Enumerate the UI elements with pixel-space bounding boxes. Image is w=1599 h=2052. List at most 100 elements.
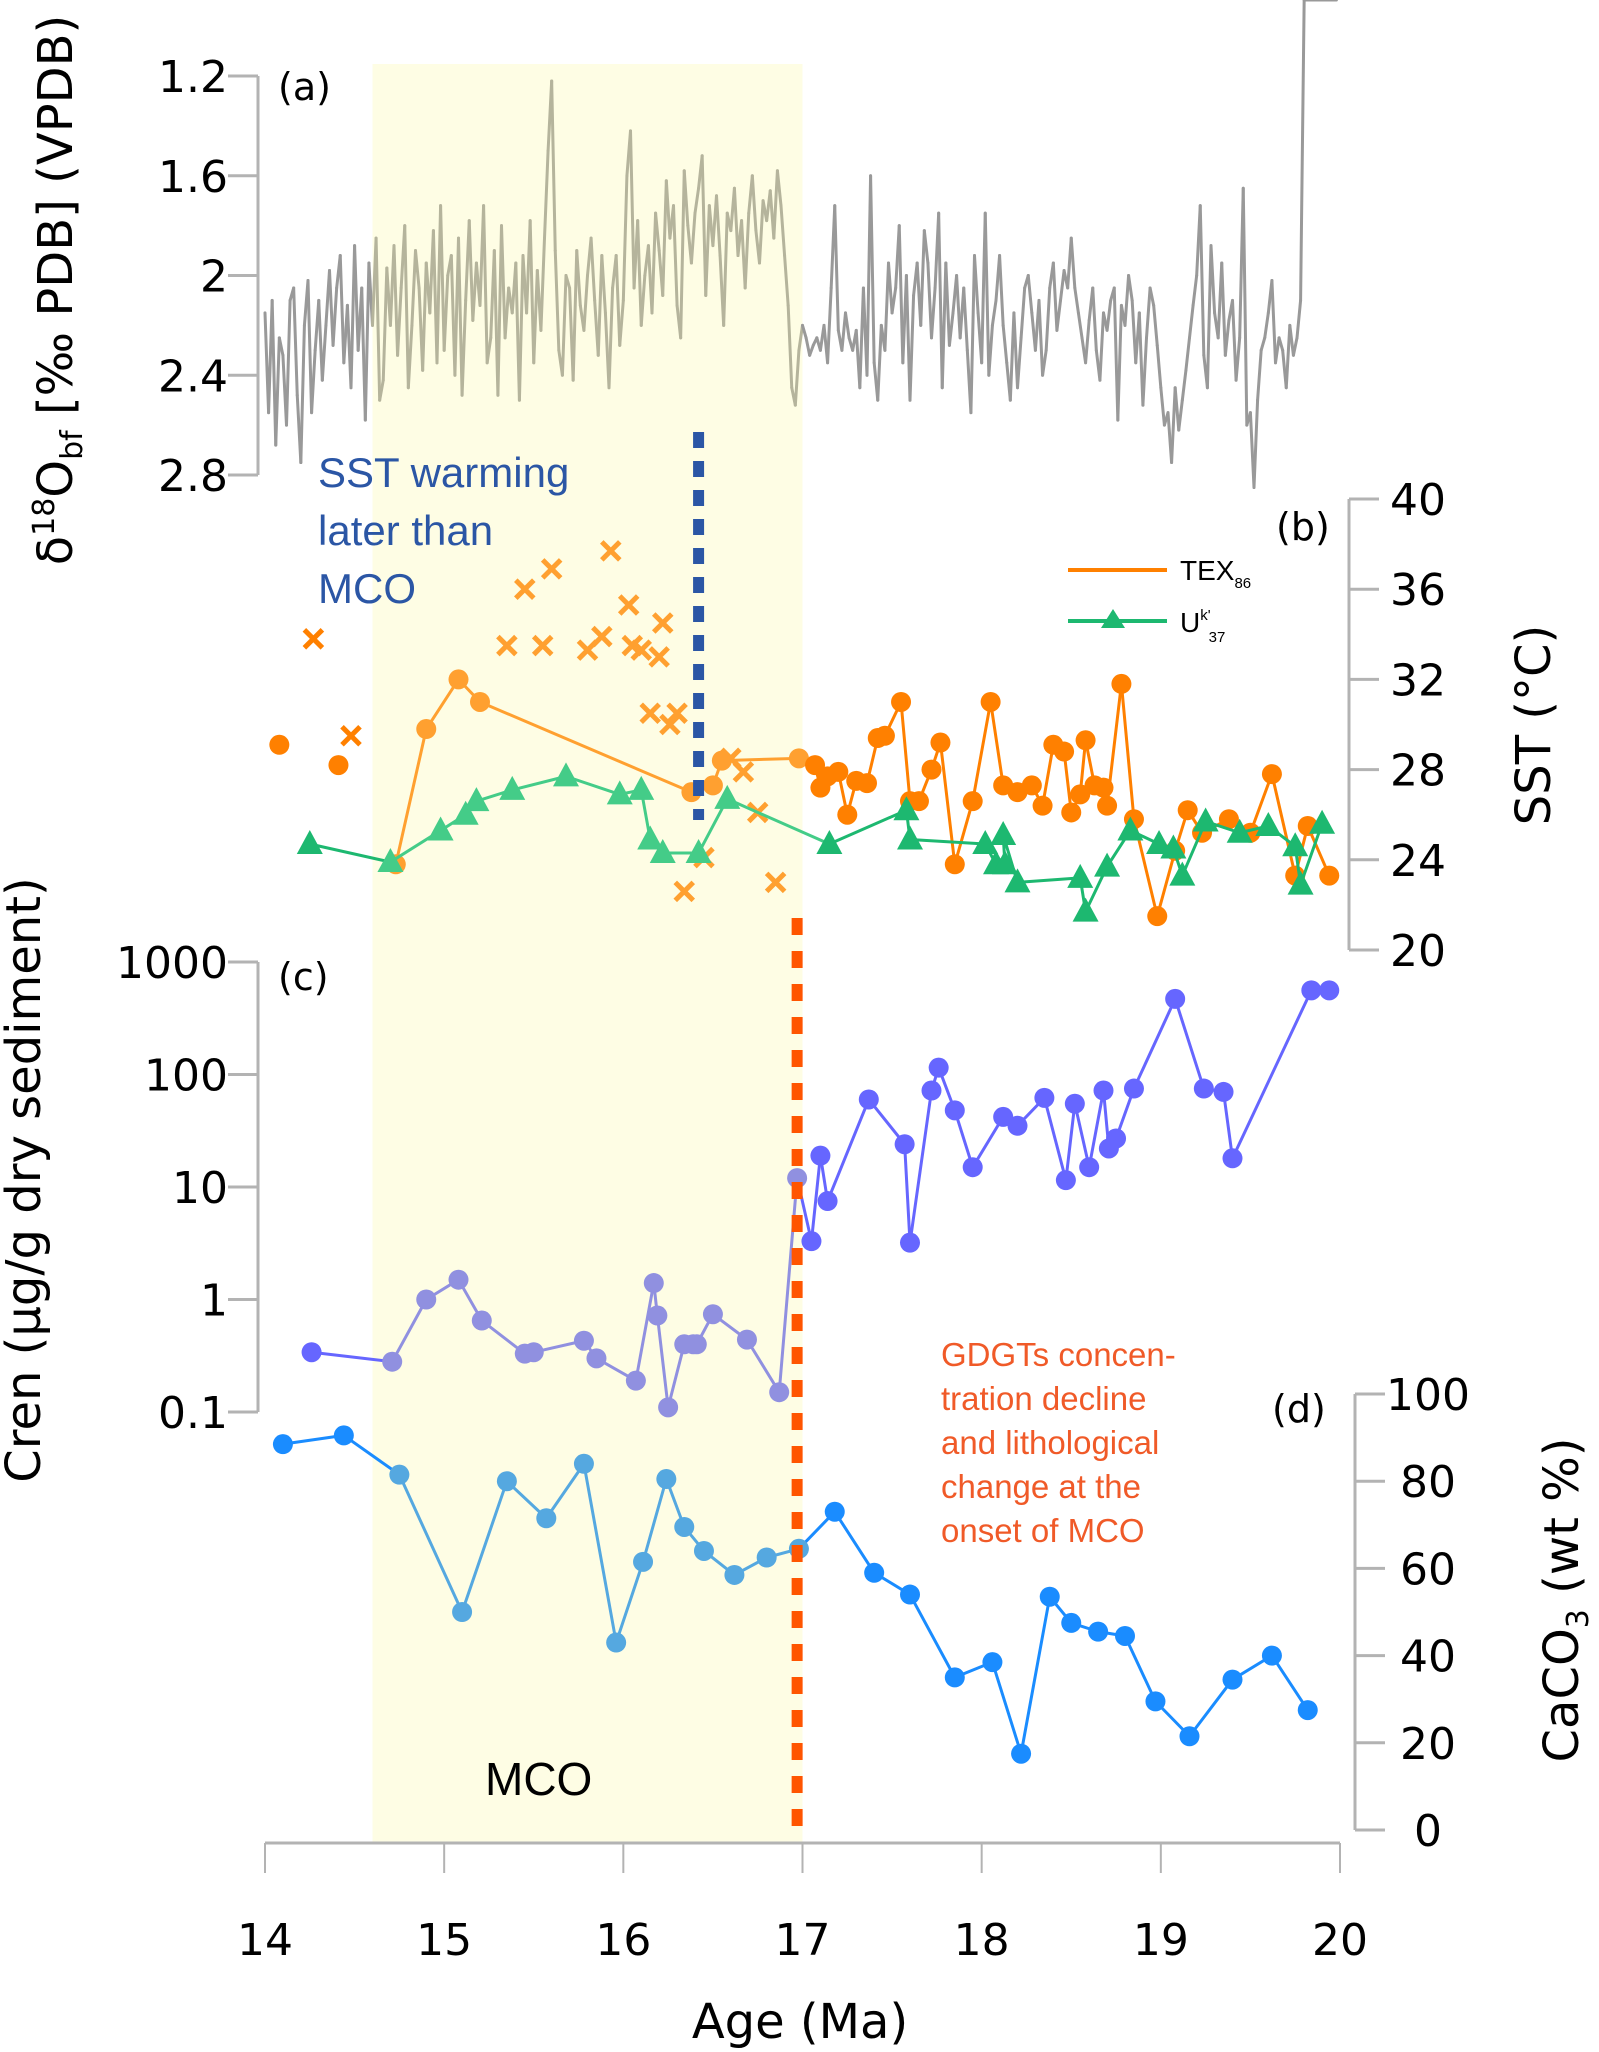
series-segment-benthic-18o <box>639 274 647 327</box>
series-segment-benthic-18o <box>1180 368 1188 402</box>
series-segment-benthic-18o <box>1073 286 1080 315</box>
panel-label-d: (d) <box>1272 1387 1326 1431</box>
series-segment-tex86 <box>899 700 912 803</box>
y-title-a-sub: bf <box>55 429 90 460</box>
data-point-caco3 <box>1115 1625 1135 1646</box>
data-point-uk-37 <box>897 825 923 850</box>
data-point-tex86-x-markers- <box>340 725 362 747</box>
series-segment-benthic-18o <box>722 211 729 327</box>
series-segment-crenarchaeol <box>310 1350 394 1364</box>
series-segment-uk-37 <box>1016 876 1082 884</box>
series-segment-benthic-18o <box>983 211 991 377</box>
series-segment-benthic-18o <box>575 249 582 307</box>
data-point-crenarchaeol <box>810 1145 831 1166</box>
series-segment-crenarchaeol <box>655 1314 670 1409</box>
series-segment-benthic-18o <box>485 336 493 365</box>
data-point-tex86-x-markers- <box>639 702 661 724</box>
y-tick-label-d: 60 <box>1400 1544 1456 1595</box>
panel-label-b: (b) <box>1276 505 1330 549</box>
data-point-caco3 <box>693 1540 714 1561</box>
data-point-tex86 <box>1319 865 1340 886</box>
series-segment-benthic-18o <box>550 79 557 253</box>
data-point-tex86 <box>1111 673 1132 694</box>
y-tick-label-a: 2 <box>200 252 228 303</box>
series-segment-benthic-18o <box>392 244 400 357</box>
series-segment-benthic-18o <box>1076 311 1084 340</box>
data-point-tex86 <box>857 773 877 794</box>
series-segment-benthic-18o <box>403 224 410 390</box>
series-segment-benthic-18o <box>596 254 604 357</box>
series-segment-benthic-18o <box>1220 261 1227 357</box>
data-point-caco3 <box>452 1602 473 1622</box>
data-point-caco3 <box>1088 1621 1109 1642</box>
data-point-crenarchaeol <box>1319 980 1340 1001</box>
series-segment-benthic-18o <box>672 204 679 307</box>
data-point-uk-37 <box>1169 861 1196 886</box>
series-segment-benthic-18o <box>421 261 428 372</box>
series-segment-benthic-18o <box>1105 298 1113 332</box>
data-point-uk-37 <box>1146 830 1173 855</box>
series-segment-benthic-18o <box>589 236 597 302</box>
series-segment-benthic-18o <box>406 323 414 390</box>
data-point-uk-37 <box>649 839 676 864</box>
y-tick-label-d: 20 <box>1400 1719 1456 1770</box>
data-point-tex86 <box>1032 795 1053 816</box>
series-segment-caco3 <box>641 1477 668 1564</box>
legend-uk37-main: U <box>1180 607 1200 638</box>
data-point-tex86 <box>980 691 1001 712</box>
series-segment-benthic-18o <box>629 129 636 290</box>
series-segment-benthic-18o <box>783 254 790 307</box>
series-segment-benthic-18o <box>1155 343 1163 390</box>
data-point-tex86 <box>470 691 490 712</box>
data-point-uk-37 <box>1160 834 1187 859</box>
series-segment-benthic-18o <box>1241 186 1249 427</box>
series-segment-benthic-18o <box>1184 336 1191 372</box>
series-segment-benthic-18o <box>797 323 804 352</box>
series-segment-benthic-18o <box>621 174 629 302</box>
series-segment-benthic-18o <box>442 274 450 352</box>
series-segment-benthic-18o <box>439 204 446 352</box>
series-segment-benthic-18o <box>987 323 994 377</box>
series-segment-benthic-18o <box>467 219 475 322</box>
series-segment-benthic-18o <box>1259 336 1267 352</box>
series-segment-benthic-18o <box>1159 386 1166 427</box>
data-point-tex86 <box>1093 777 1114 798</box>
data-point-caco3 <box>864 1562 885 1583</box>
data-point-caco3 <box>1011 1743 1032 1764</box>
x-tick-label: 20 <box>1312 1915 1368 1966</box>
data-point-uk-37 <box>714 784 741 809</box>
y-tick-label-a: 1.6 <box>158 152 228 203</box>
series-segment-benthic-18o <box>1252 398 1260 489</box>
data-point-uk-37 <box>637 825 664 850</box>
series-segment-benthic-18o <box>908 293 916 402</box>
series-segment-benthic-18o <box>363 261 371 422</box>
series-segment-caco3 <box>1019 1595 1052 1756</box>
series-segment-uk-37 <box>510 774 568 792</box>
series-segment-benthic-18o <box>693 186 701 215</box>
series-segment-benthic-18o <box>1198 204 1206 357</box>
series-segment-benthic-18o <box>503 286 511 340</box>
series-segment-benthic-18o <box>1026 274 1034 315</box>
series-segment-benthic-18o <box>1274 336 1281 365</box>
data-point-caco3 <box>1297 1700 1318 1721</box>
series-segment-crenarchaeol <box>809 1154 822 1243</box>
data-point-tex86 <box>908 791 929 812</box>
data-point-tex86 <box>702 775 723 796</box>
series-segment-crenarchaeol <box>1173 997 1206 1091</box>
series-segment-benthic-18o <box>582 274 589 332</box>
data-point-tex86 <box>448 669 469 690</box>
data-point-tex86-x-markers- <box>673 880 696 903</box>
series-segment-benthic-18o <box>1127 274 1134 302</box>
data-point-caco3 <box>633 1551 654 1572</box>
data-point-uk-37 <box>816 830 843 855</box>
series-segment-crenarchaeol <box>390 1298 428 1364</box>
series-segment-benthic-18o <box>600 254 607 315</box>
series-segment-benthic-18o <box>801 323 808 340</box>
series-segment-caco3 <box>582 1462 618 1645</box>
note-gdgt-line-5: onset of MCO <box>941 1512 1145 1549</box>
data-point-tex86 <box>1021 775 1042 796</box>
series-segment-benthic-18o <box>517 254 525 402</box>
data-point-crenarchaeol <box>1193 1078 1214 1099</box>
y-axis-title-c: Cren (μg/g dry sediment) <box>0 877 52 1483</box>
data-point-uk-37 <box>1309 809 1336 834</box>
